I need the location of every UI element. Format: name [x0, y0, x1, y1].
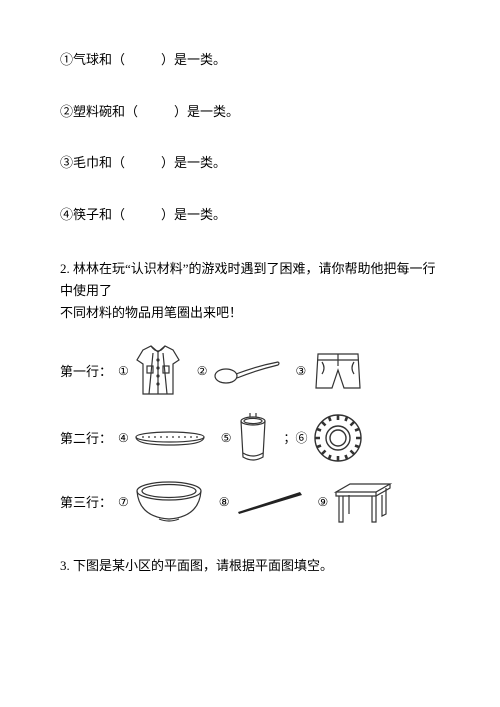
q1-3-num: ③: [60, 155, 73, 170]
cup-icon: [236, 413, 270, 463]
tire-icon: [312, 412, 364, 464]
q1-2-pre: 塑料碗和（: [73, 104, 138, 119]
q1-4-num: ④: [60, 207, 73, 222]
q2-r3-item2: ⑧: [219, 488, 304, 516]
bowl-icon: [133, 479, 205, 525]
q2-stem-line1: 2. 林林在玩“认识材料”的游戏时遇到了困难，请你帮助他把每一行中使用了: [60, 258, 440, 302]
q2-row-2: 第二行： ④ ⑤: [60, 412, 440, 464]
q1-4-pre: 筷子和（: [73, 207, 125, 222]
q1-1-post: ）是一类。: [161, 52, 226, 67]
chopstick-icon: [234, 488, 304, 516]
q1-2-post: ）是一类。: [174, 104, 239, 119]
q2-r1-n3: ③: [296, 362, 307, 380]
q2-stem: 2. 林林在玩“认识材料”的游戏时遇到了困难，请你帮助他把每一行中使用了 不同材…: [60, 258, 440, 324]
q2-r3-item3: ⑨: [318, 478, 395, 526]
q2-r2-item3: ；⑥: [284, 412, 364, 464]
q1-line-4: ④筷子和（ ）是一类。: [60, 205, 440, 225]
q2-r1-n1: ①: [118, 362, 129, 380]
q2-r1-item3: ③: [296, 348, 367, 394]
q1-1-pre: 气球和（: [73, 52, 125, 67]
q2-row-3: 第三行： ⑦ ⑧: [60, 478, 440, 526]
q2-r2-n1: ④: [118, 429, 129, 447]
q2-r3-n3: ⑨: [318, 493, 329, 511]
q2-r3-item1: ⑦: [118, 479, 205, 525]
q1-3-post: ）是一类。: [161, 155, 226, 170]
q1-line-3: ③毛巾和（ ）是一类。: [60, 153, 440, 173]
q1-2-num: ②: [60, 104, 73, 119]
q1-line-2: ②塑料碗和（ ）是一类。: [60, 102, 440, 122]
shirt-icon: [133, 344, 183, 398]
q2-r3-n1: ⑦: [118, 493, 129, 511]
q2-r1-item2: ②: [197, 354, 282, 388]
worksheet-page: ①气球和（）是一类。 ②塑料碗和（）是一类。 ③毛巾和（）是一类。 ④筷子和（）…: [0, 0, 500, 606]
q2-r2-item1: ④: [118, 427, 207, 449]
spoon-icon: [212, 354, 282, 388]
q2-r1-n2: ②: [197, 362, 208, 380]
ruler-tray-icon: [133, 427, 207, 449]
q1-line-1: ①气球和（ ）是一类。: [60, 50, 440, 70]
q2-r3-n2: ⑧: [219, 493, 230, 511]
q2-row2-label: 第二行：: [60, 429, 118, 449]
q2-r1-item1: ①: [118, 344, 183, 398]
q1-4-post: ）是一类。: [161, 207, 226, 222]
q2-r2-n3: ；⑥: [284, 429, 308, 447]
q2-stem-line2: 不同材料的物品用笔圈出来吧！: [60, 302, 440, 324]
shorts-icon: [310, 348, 366, 394]
q1-3-pre: 毛巾和（: [73, 155, 125, 170]
q2-r2-item2: ⑤: [221, 413, 270, 463]
q2-row1-label: 第一行：: [60, 362, 118, 382]
q3-stem: 3. 下图是某小区的平面图，请根据平面图填空。: [60, 556, 440, 576]
table-icon: [332, 478, 394, 526]
q1-1-num: ①: [60, 52, 73, 67]
q2-row3-label: 第三行：: [60, 493, 118, 513]
q2-r2-n2: ⑤: [221, 429, 232, 447]
q2-row-1: 第一行： ① ②: [60, 344, 440, 398]
